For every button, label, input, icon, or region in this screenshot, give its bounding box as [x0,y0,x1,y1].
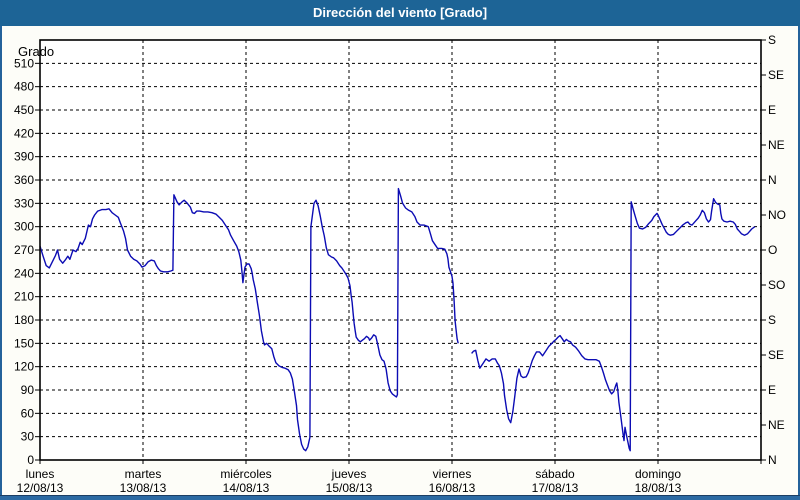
y-axis-tick-label: 240 [14,266,34,280]
day-name-label: miércoles [220,467,271,481]
compass-tick-label: E [768,103,776,117]
day-name-label: viernes [433,467,472,481]
day-date-label: 16/08/13 [429,481,476,495]
compass-tick-label: NO [768,208,786,222]
wind-direction-line [39,187,459,452]
frame-border-left [0,26,2,500]
y-axis-tick-label: 120 [14,360,34,374]
wind-direction-chart: 0 30 60 90 120 150 180 210 240 270 300 330 360 390 420… [14,33,786,495]
compass-tick-label: N [768,173,777,187]
y-axis-tick-label: 210 [14,290,34,304]
y-axis-tick-label: 390 [14,150,34,164]
y-axis-tick-label: 450 [14,103,34,117]
y-axis-tick-label: 420 [14,126,34,140]
chart-title-bar: Dirección del viento [Grado] [0,0,800,26]
wind-direction-line [471,197,756,452]
y-axis-tick-label: 510 [14,56,34,70]
y-axis-tick-label: 0 [27,453,34,467]
y-axis-tick-label: 300 [14,220,34,234]
compass-tick-label: SE [768,68,784,82]
y-axis-tick-label: 330 [14,196,34,210]
compass-tick-label: S [768,33,776,47]
y-axis-tick-label: 360 [14,173,34,187]
compass-tick-label: S [768,313,776,327]
y-axis-tick-label: 180 [14,313,34,327]
day-date-label: 12/08/13 [17,481,64,495]
day-date-label: 18/08/13 [635,481,682,495]
day-name-label: lunes [26,467,55,481]
day-name-label: domingo [635,467,681,481]
day-name-label: martes [125,467,162,481]
compass-tick-label: O [768,243,777,257]
compass-tick-label: N [768,453,777,467]
day-date-label: 14/08/13 [223,481,270,495]
compass-tick-label: SE [768,348,784,362]
chart-title: Dirección del viento [Grado] [312,5,488,20]
day-name-label: sábado [535,467,575,481]
frame-border-right [798,26,800,500]
compass-tick-label: NE [768,138,785,152]
day-date-label: 17/08/13 [532,481,579,495]
compass-tick-label: NE [768,418,785,432]
compass-tick-label: SO [768,278,785,292]
day-date-label: 13/08/13 [120,481,167,495]
day-date-label: 15/08/13 [326,481,373,495]
y-axis-tick-label: 480 [14,80,34,94]
y-axis-title: Grado [18,44,54,59]
day-name-label: jueves [331,467,367,481]
y-axis-tick-label: 150 [14,336,34,350]
frame-border-bottom [0,495,800,500]
y-axis-tick-label: 90 [21,383,35,397]
y-axis-tick-label: 270 [14,243,34,257]
y-axis-tick-label: 30 [21,430,35,444]
y-axis-tick-label: 60 [21,406,35,420]
compass-tick-label: E [768,383,776,397]
